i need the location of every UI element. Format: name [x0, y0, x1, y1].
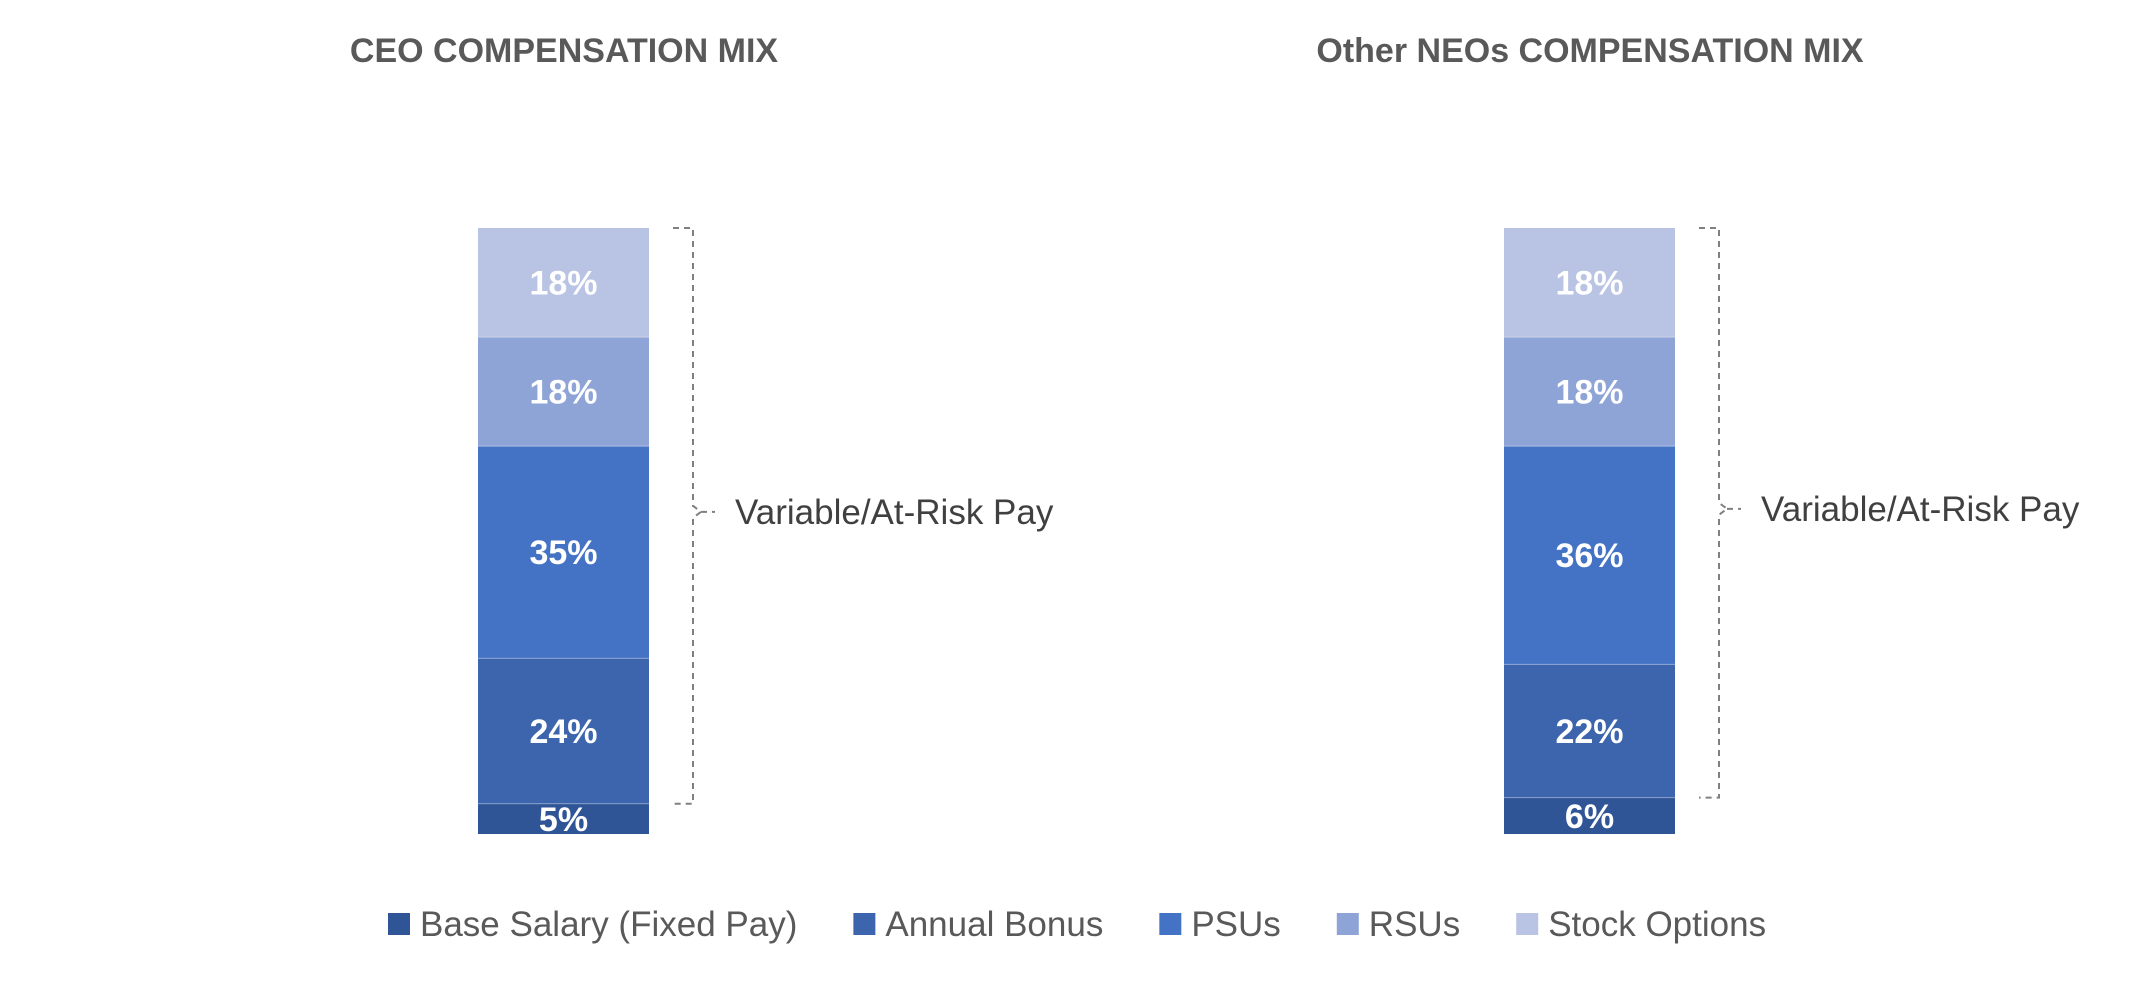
legend-item: RSUs	[1336, 905, 1460, 944]
legend: Base Salary (Fixed Pay) Annual Bonus PSUs R…	[388, 905, 1766, 944]
legend-swatch	[853, 913, 876, 935]
variable-pay-bracket	[673, 227, 703, 805]
chart-title-ceo: CEO COMPENSATION MIX	[350, 32, 778, 70]
bar-segment-stock-options-1	[1504, 228, 1675, 338]
data-label: 18%	[529, 265, 597, 303]
bar-segment-rsus-0	[478, 337, 649, 447]
chart-title-other-neos: Other NEOs COMPENSATION MIX	[1316, 32, 1864, 70]
legend-item: PSUs	[1159, 905, 1281, 944]
bracket-label: Variable/At-Risk Pay	[735, 493, 1054, 532]
variable-pay-bracket	[1699, 227, 1729, 799]
bar-segment-rsus-1	[1504, 337, 1675, 447]
legend-item: Annual Bonus	[853, 905, 1103, 944]
data-label: 36%	[1555, 537, 1623, 575]
legend-item: Base Salary (Fixed Pay)	[388, 905, 797, 944]
data-label: 5%	[539, 801, 588, 839]
bar-segment-base-salary-fixed-pay-1	[1504, 797, 1675, 834]
data-label: 18%	[1555, 374, 1623, 412]
bar-segment-annual-bonus-1	[1504, 664, 1675, 798]
bar-segment-annual-bonus-0	[478, 658, 649, 804]
legend-label: Base Salary (Fixed Pay)	[420, 905, 797, 944]
bar-segment-psus-1	[1504, 446, 1675, 665]
neo-compensation-panel: Other NEOs COMPENSATION MIX 6% 22% 36% 18% 1…	[1316, 32, 2079, 836]
bracket-label: Variable/At-Risk Pay	[1761, 490, 2080, 529]
legend-swatch	[388, 913, 410, 935]
bar-segment-base-salary-fixed-pay-0	[478, 803, 649, 834]
data-label: 18%	[529, 374, 597, 412]
data-label: 18%	[1555, 265, 1623, 303]
bar-segment-psus-0	[478, 446, 649, 659]
ceo-compensation-panel: CEO COMPENSATION MIX 5% 24% 35% 18% 18% Varia…	[350, 32, 1054, 839]
legend-label: Stock Options	[1548, 905, 1766, 944]
legend-label: PSUs	[1191, 905, 1280, 944]
legend-swatch	[1516, 913, 1539, 935]
data-label: 24%	[529, 713, 597, 751]
data-label: 35%	[529, 534, 597, 572]
data-label: 6%	[1565, 798, 1614, 836]
legend-swatch	[1159, 913, 1182, 935]
legend-label: RSUs	[1369, 905, 1460, 944]
legend-item: Stock Options	[1516, 905, 1766, 944]
data-label: 22%	[1555, 713, 1623, 751]
legend-swatch	[1336, 913, 1359, 935]
bar-segment-stock-options-0	[478, 228, 649, 338]
legend-label: Annual Bonus	[885, 905, 1103, 944]
